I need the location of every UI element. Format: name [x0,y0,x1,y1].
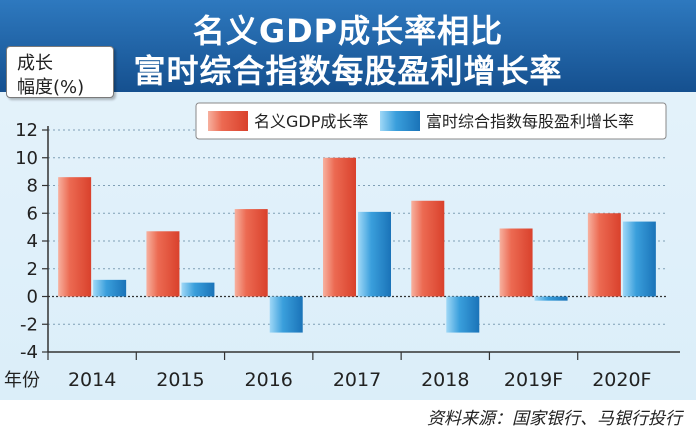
y-tick-label: 4 [27,231,38,252]
source-note: 资料来源：国家银行、马银行投行 [427,409,682,429]
gdp-bar-2015 [146,231,180,297]
gdp-bar-2020F [587,213,621,297]
y-axis-label-box: 成长 幅度(%) [6,46,114,98]
title-banner: 名义GDP成长率相比 富时综合指数每股盈利增长率 [0,0,696,92]
eps-bar-2019F [534,296,568,301]
y-tick-label: 6 [27,203,38,224]
axes: -4 -2 0 2 4 6 8 10 12 2014 2015 2016 2017 2018 2019F 20… [4,120,680,391]
eps-bar-2014 [93,279,127,297]
legend-swatch-eps [380,111,420,131]
eps-bar-2020F [622,221,656,297]
gridlines [48,129,666,353]
gdp-bar-2017 [323,157,356,297]
y-axis-label-line-1: 成长 [17,53,53,74]
eps-bar-2015 [181,282,215,297]
legend-swatch-gdp [208,111,248,131]
legend-label-eps: 富时综合指数每股盈利增长率 [426,112,634,131]
x-tick-label: 2016 [245,369,293,391]
gdp-bar-2014 [58,177,92,297]
y-tick-label: 10 [15,148,38,169]
chart-title-line-2: 富时综合指数每股盈利增长率 [133,52,563,90]
bars [58,157,656,333]
eps-bar-2016 [269,296,303,333]
y-axis-label-line-2: 幅度(%) [17,77,85,98]
y-tick-label: 0 [27,287,38,308]
eps-bar-2017 [358,211,391,297]
x-tick-label: 2019F [504,369,563,391]
y-tick-label: -2 [20,314,38,335]
x-axis-label: 年份 [4,370,40,391]
y-tick-label: 12 [15,120,38,141]
y-tick-label: 8 [27,176,38,197]
x-tick-label: 2014 [68,369,116,391]
y-tick-label: -4 [20,342,38,363]
legend-box [195,102,667,140]
x-tick-label: 2017 [333,369,381,391]
gdp-bar-2019F [499,228,533,297]
chart-title-line-1: 名义GDP成长率相比 [192,12,504,50]
legend: 名义GDP成长率 富时综合指数每股盈利增长率 [195,102,667,140]
gdp-bar-2016 [234,209,268,297]
x-tick-label: 2018 [421,369,469,391]
x-tick-label: 2015 [156,369,204,391]
gdp-bar-2018 [411,200,445,297]
y-tick-label: 2 [27,259,38,280]
x-tick-label: 2020F [592,369,651,391]
legend-label-gdp: 名义GDP成长率 [254,112,368,131]
eps-bar-2018 [446,296,480,333]
